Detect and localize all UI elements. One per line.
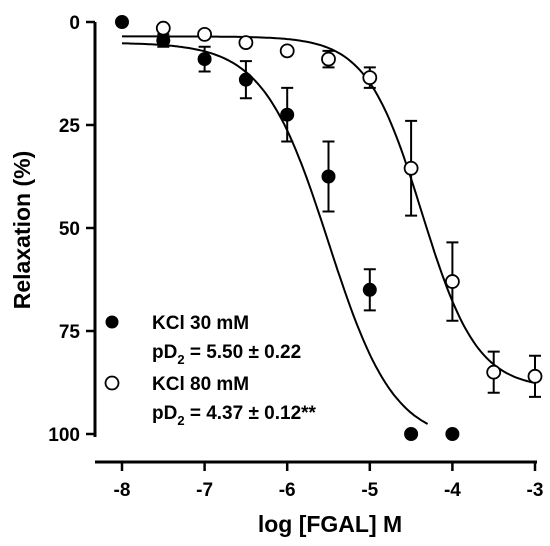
data-point-kcl-30: [404, 427, 419, 441]
data-point-kcl-30: [280, 107, 295, 122]
data-point-kcl-30: [238, 72, 253, 87]
data-point-kcl-30: [197, 52, 212, 67]
y-tick-label: 100: [48, 425, 80, 446]
y-tick-label: 75: [59, 322, 81, 343]
data-point-kcl-80: [279, 43, 295, 59]
legend: KCl 30 mM pD2 = 5.50 ± 0.22 KCl 80 mM pD…: [104, 313, 317, 428]
y-axis: 0 25 50 75 100: [48, 13, 95, 446]
data-point-kcl-30: [445, 427, 460, 441]
data-point-kcl-80: [486, 364, 502, 380]
x-tick-label: -3: [527, 480, 544, 501]
fit-curve-kcl-80: [122, 35, 536, 384]
data-point-kcl-80: [403, 160, 419, 176]
data-point-kcl-80: [238, 35, 254, 50]
x-tick-label: -4: [444, 480, 461, 501]
legend-marker-kcl-30: [105, 315, 119, 329]
x-tick-label: -6: [279, 480, 296, 501]
y-tick-label: 0: [69, 13, 80, 34]
x-tick-label: -7: [196, 480, 213, 501]
data-point-kcl-30: [362, 282, 377, 297]
data-point-kcl-80: [362, 70, 378, 86]
x-tick-label: -8: [114, 480, 131, 501]
x-tick-label: -5: [361, 480, 378, 501]
fit-curve-kcl-30: [121, 42, 429, 425]
x-axis-title: log [FGAL] M: [258, 511, 402, 537]
data-point-kcl-80: [155, 20, 171, 36]
data-point-kcl-80: [197, 26, 213, 42]
data-point-kcl-80: [444, 274, 460, 289]
legend-marker-kcl-80: [104, 375, 120, 391]
legend-stat-kcl-80: pD2 = 4.37 ± 0.12**: [152, 403, 317, 428]
data-point-kcl-30: [156, 33, 171, 48]
legend-label-kcl-30: KCl 30 mM: [152, 313, 249, 334]
y-tick-label: 50: [59, 219, 80, 240]
y-axis-title: Relaxation (%): [9, 151, 35, 309]
data-point-kcl-80: [527, 368, 543, 384]
data-point-kcl-30: [115, 15, 129, 29]
x-axis: -8 -7 -6 -5 -4 -3: [114, 462, 544, 501]
legend-label-kcl-80: KCl 80 mM: [152, 374, 249, 395]
legend-stat-kcl-30: pD2 = 5.50 ± 0.22: [152, 342, 301, 367]
plot-area: [115, 15, 543, 441]
y-tick-label: 25: [59, 116, 81, 137]
data-point-kcl-80: [321, 51, 336, 67]
data-point-kcl-30: [321, 169, 336, 184]
